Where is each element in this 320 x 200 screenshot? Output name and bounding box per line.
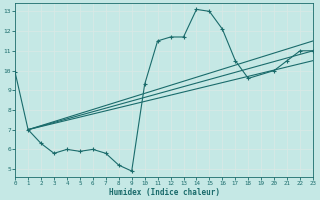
X-axis label: Humidex (Indice chaleur): Humidex (Indice chaleur)	[108, 188, 220, 197]
